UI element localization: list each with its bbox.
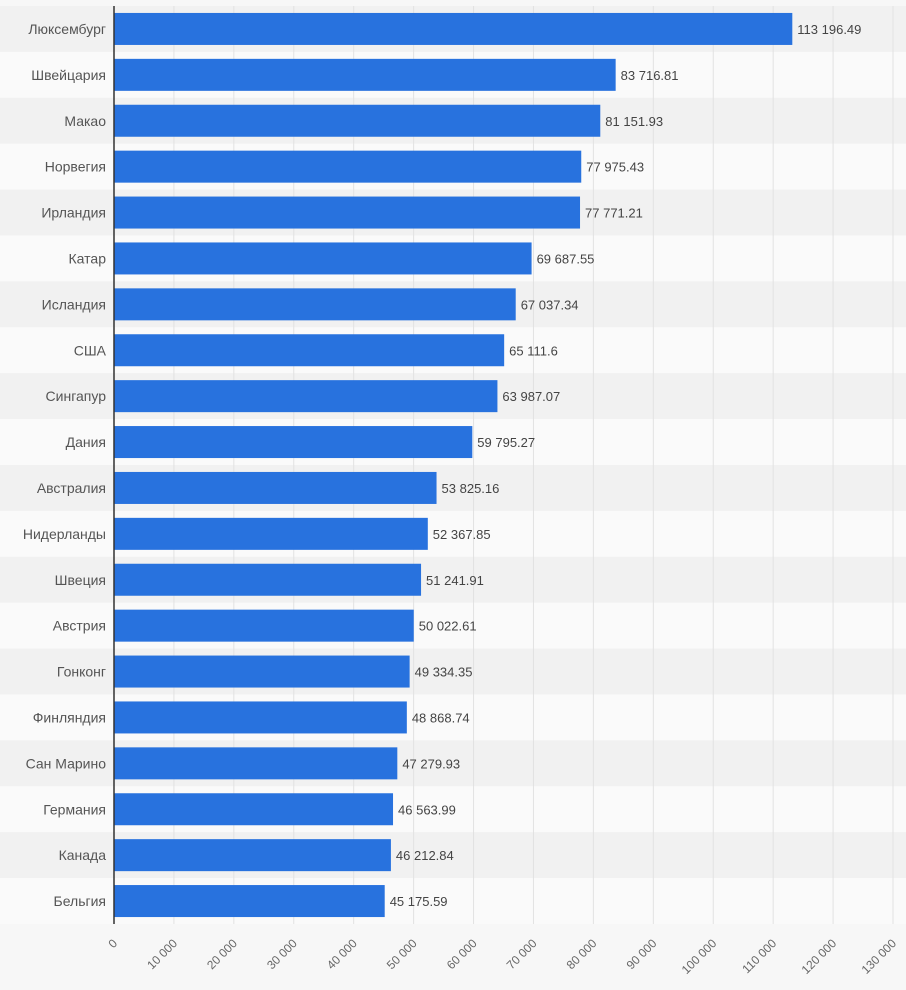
category-label: Сан Марино (26, 755, 107, 771)
x-tick-label: 20 000 (204, 936, 240, 972)
bar (114, 242, 532, 275)
x-tick-label: 110 000 (739, 936, 779, 976)
data-label: 47 279.93 (402, 756, 460, 771)
category-label: Катар (69, 250, 107, 266)
x-tick-label: 0 (105, 936, 120, 951)
category-label: Канада (59, 847, 107, 863)
bar (114, 334, 505, 367)
data-label: 81 151.93 (605, 114, 663, 129)
category-label: Австрия (53, 618, 106, 634)
category-label: Сингапур (46, 388, 107, 404)
data-label: 59 795.27 (477, 435, 535, 450)
category-label: Исландия (42, 296, 106, 312)
data-label: 83 716.81 (621, 68, 679, 83)
category-label: Люксембург (28, 21, 106, 37)
x-tick-label: 60 000 (444, 936, 480, 972)
bar (114, 747, 398, 780)
data-label: 53 825.16 (442, 481, 500, 496)
category-label: Нидерланды (23, 526, 106, 542)
data-label: 49 334.35 (415, 665, 473, 680)
data-label: 48 868.74 (412, 710, 470, 725)
x-tick-label: 120 000 (799, 936, 840, 977)
bar (114, 104, 601, 137)
bar (114, 288, 516, 321)
data-label: 63 987.07 (502, 389, 560, 404)
data-label: 46 563.99 (398, 802, 456, 817)
bar (114, 58, 616, 91)
category-label: Бельгия (54, 893, 106, 909)
category-label: Германия (43, 801, 106, 817)
x-tick-label: 10 000 (144, 936, 180, 972)
bar (114, 655, 410, 688)
category-label: США (74, 342, 107, 358)
category-label: Австралия (37, 480, 106, 496)
bar (114, 885, 385, 918)
data-label: 69 687.55 (537, 251, 595, 266)
x-tick-label: 80 000 (564, 936, 600, 972)
category-label: Ирландия (41, 205, 106, 221)
category-label: Гонконг (57, 664, 106, 680)
x-tick-label: 100 000 (679, 936, 720, 977)
x-tick-label: 130 000 (859, 936, 900, 977)
data-label: 77 771.21 (585, 206, 643, 221)
category-label: Финляндия (33, 709, 106, 725)
x-tick-label: 70 000 (504, 936, 540, 972)
data-label: 50 022.61 (419, 619, 477, 634)
bar (114, 793, 394, 826)
x-tick-label: 30 000 (264, 936, 300, 972)
category-label: Макао (64, 113, 106, 129)
data-label: 67 037.34 (521, 297, 579, 312)
bar (114, 563, 422, 596)
data-label: 52 367.85 (433, 527, 491, 542)
bar (114, 609, 414, 642)
bar (114, 701, 407, 734)
data-label: 77 975.43 (586, 160, 644, 175)
category-label: Норвегия (45, 159, 106, 175)
x-tick-label: 90 000 (624, 936, 660, 972)
bar (114, 471, 437, 504)
data-label: 65 111.6 (509, 343, 558, 358)
bar (114, 380, 498, 413)
bar (114, 517, 428, 550)
bar (114, 196, 581, 229)
bar (114, 12, 793, 45)
data-label: 45 175.59 (390, 894, 448, 909)
data-label: 51 241.91 (426, 573, 484, 588)
data-label: 113 196.49 (797, 22, 861, 37)
bar (114, 426, 473, 459)
x-tick-label: 40 000 (324, 936, 360, 972)
category-label: Дания (66, 434, 106, 450)
data-label: 46 212.84 (396, 848, 454, 863)
bar (114, 839, 391, 872)
x-tick-label: 50 000 (384, 936, 420, 972)
bar (114, 150, 582, 183)
category-label: Швеция (55, 572, 106, 588)
category-label: Швейцария (31, 67, 106, 83)
